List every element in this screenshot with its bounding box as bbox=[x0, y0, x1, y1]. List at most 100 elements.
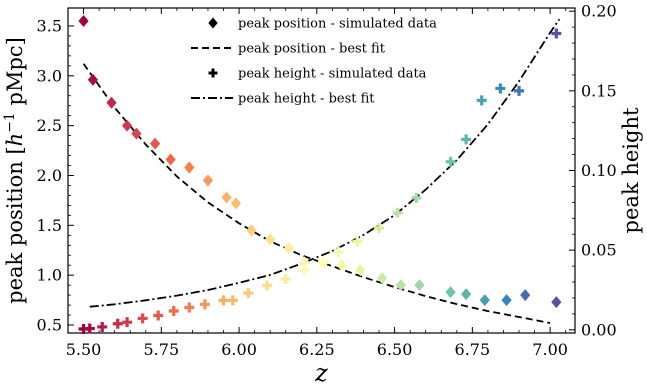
peak-height-point bbox=[218, 295, 229, 306]
peak-height-point bbox=[122, 317, 133, 328]
x-tick-label: 7.00 bbox=[532, 340, 568, 359]
x-tick-label: 6.50 bbox=[377, 340, 413, 359]
x-axis-ticks: 5.50 5.75 6.00 6.25 6.50 6.75 7.00 bbox=[66, 8, 568, 359]
peak-position-point bbox=[299, 256, 310, 269]
peak-position-point bbox=[377, 272, 388, 285]
peak-position-point bbox=[414, 279, 425, 292]
peak-height-point bbox=[97, 321, 108, 332]
y-right-tick-label: 0.20 bbox=[581, 2, 617, 21]
peak-position-point bbox=[520, 289, 531, 302]
x-tick-label: 6.00 bbox=[221, 340, 257, 359]
peak-position-point bbox=[87, 73, 98, 86]
peak-height-point bbox=[476, 95, 487, 106]
axes-frame bbox=[67, 7, 576, 334]
peak-height-point bbox=[227, 295, 238, 306]
y-left-tick-label: 2.0 bbox=[37, 166, 62, 185]
fit-lines bbox=[82, 18, 561, 324]
peak-height-point bbox=[299, 265, 310, 276]
peak-height-point bbox=[153, 310, 164, 321]
y-left-tick-label: 1.5 bbox=[37, 216, 62, 235]
peak-height-point bbox=[184, 302, 195, 313]
peak-position-point bbox=[184, 161, 195, 174]
legend-diamond-marker bbox=[208, 17, 218, 29]
peak-position-point bbox=[336, 259, 347, 272]
peak-position-point bbox=[221, 191, 232, 204]
legend-label-height-data: peak height - simulated data bbox=[238, 67, 427, 82]
peak-position-point bbox=[283, 242, 294, 255]
peak-height-point bbox=[262, 280, 273, 291]
y-right-tick-label: 0.05 bbox=[581, 241, 617, 260]
peak-height-point bbox=[333, 247, 344, 258]
peak-position-point bbox=[165, 153, 176, 166]
peak-position-point bbox=[230, 197, 242, 210]
peak-position-point bbox=[445, 286, 456, 299]
peak-height-fit-line bbox=[89, 18, 561, 308]
y-left-tick-label: 2.5 bbox=[37, 116, 62, 135]
peak-position-point bbox=[479, 294, 490, 307]
legend-entry-position-fit: peak position - best fit bbox=[191, 42, 386, 57]
peak-position-point bbox=[461, 288, 472, 301]
y-left-tick-label: 3.0 bbox=[37, 66, 62, 85]
y-left-axis-label: peak position [h−1 pMpc] bbox=[2, 37, 27, 304]
peak-height-point bbox=[514, 85, 525, 96]
peak-position-point bbox=[202, 174, 214, 187]
peak-position-point bbox=[395, 279, 406, 292]
peak-height-point bbox=[84, 323, 95, 334]
peak-height-point bbox=[352, 236, 363, 247]
x-tick-label: 6.75 bbox=[455, 340, 491, 359]
peak-height-point bbox=[243, 288, 254, 299]
legend: peak position - simulated data peak posi… bbox=[191, 17, 437, 107]
y-left-label-part-1: peak position [ bbox=[3, 146, 27, 304]
peak-position-point bbox=[265, 233, 276, 246]
peak-position-point bbox=[131, 127, 142, 140]
x-tick-label: 5.50 bbox=[66, 340, 102, 359]
y-left-axis-ticks: 0.5 1.0 1.5 2.0 2.5 3.0 3.5 bbox=[37, 16, 74, 335]
plot-frame bbox=[67, 7, 576, 334]
peak-position-point bbox=[106, 96, 117, 109]
peak-height-point bbox=[78, 324, 89, 335]
legend-entry-height-fit: peak height - best fit bbox=[191, 92, 375, 107]
y-left-label-part-3: pMpc] bbox=[3, 37, 27, 112]
legend-label-position-data: peak position - simulated data bbox=[238, 17, 437, 32]
peak-height-point bbox=[461, 134, 472, 145]
peak-height-point bbox=[137, 313, 148, 324]
y-right-tick-label: 0.10 bbox=[581, 161, 617, 180]
x-tick-label: 5.75 bbox=[144, 340, 180, 359]
peak-height-point bbox=[445, 156, 456, 167]
peak-height-point bbox=[495, 83, 506, 94]
peak-height-point bbox=[112, 318, 123, 329]
peak-height-point bbox=[199, 299, 210, 310]
y-right-axis-label: peak height bbox=[619, 107, 643, 233]
data-markers bbox=[78, 14, 562, 335]
y-right-axis-ticks: 0.00 0.05 0.10 0.15 0.20 bbox=[569, 2, 617, 339]
legend-label-height-fit: peak height - best fit bbox=[238, 92, 375, 107]
y-left-label-part-exp: −1 bbox=[2, 112, 18, 133]
peak-height-point bbox=[411, 192, 422, 203]
y-right-tick-label: 0.15 bbox=[581, 81, 617, 100]
y-left-label-part-h: h bbox=[3, 133, 27, 147]
x-tick-label: 6.25 bbox=[299, 340, 335, 359]
peak-height-point bbox=[168, 306, 179, 317]
peak-height-point bbox=[551, 28, 562, 39]
peak-height-point bbox=[374, 223, 385, 234]
peak-position-point bbox=[551, 296, 562, 309]
x-axis-label: z bbox=[314, 359, 328, 386]
peak-position-point bbox=[78, 14, 89, 27]
peak-height-point bbox=[280, 274, 291, 285]
peak-position-point bbox=[121, 119, 133, 132]
peak-position-point bbox=[355, 264, 366, 277]
y-left-tick-label: 1.0 bbox=[37, 266, 62, 285]
peak-height-point bbox=[392, 207, 403, 218]
y-left-tick-label: 0.5 bbox=[37, 316, 62, 335]
peak-position-point bbox=[149, 137, 161, 150]
legend-entry-position-data: peak position - simulated data bbox=[208, 17, 437, 32]
peak-position-point bbox=[246, 224, 257, 237]
peak-height-point bbox=[318, 256, 329, 267]
legend-plus-marker bbox=[208, 68, 218, 78]
y-right-tick-label: 0.00 bbox=[581, 320, 617, 339]
y-left-tick-label: 3.5 bbox=[37, 16, 62, 35]
legend-label-position-fit: peak position - best fit bbox=[238, 42, 386, 57]
peak-position-point bbox=[501, 294, 512, 307]
legend-entry-height-data: peak height - simulated data bbox=[208, 67, 427, 82]
